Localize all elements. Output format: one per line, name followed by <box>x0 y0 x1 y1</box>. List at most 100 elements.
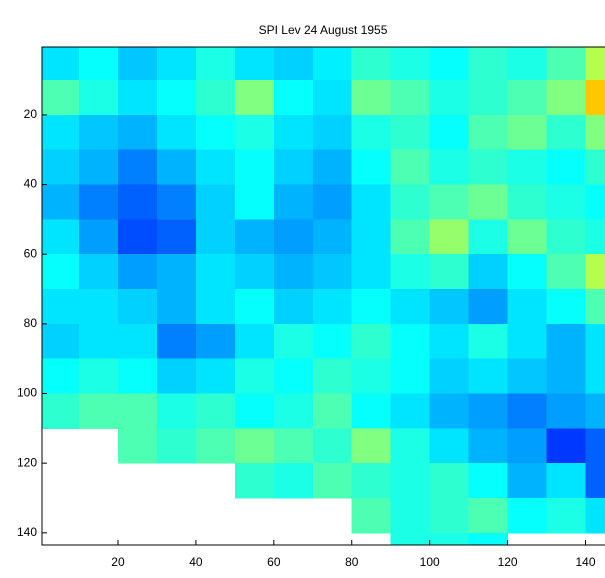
heatmap-cell <box>156 114 197 151</box>
heatmap-cell <box>156 323 197 360</box>
heatmap-cell <box>79 149 119 186</box>
heatmap-cell <box>312 289 353 325</box>
heatmap-cell <box>351 463 392 499</box>
heatmap-cell <box>273 358 314 395</box>
heatmap-cell <box>390 47 431 81</box>
heatmap-cell <box>195 358 236 395</box>
heatmap-cell <box>546 393 587 429</box>
heatmap-cell <box>468 428 509 464</box>
heatmap-cell <box>117 358 158 395</box>
x-tick-label: 100 <box>420 555 440 569</box>
axes-frame <box>41 46 605 546</box>
heatmap-cell <box>351 428 392 464</box>
y-tick-label: 80 <box>24 316 38 330</box>
heatmap-cell <box>468 323 509 360</box>
heatmap-cell <box>234 358 275 395</box>
heatmap-cell <box>546 323 587 360</box>
heatmap-cell <box>390 532 431 545</box>
heatmap-cell <box>351 47 392 81</box>
heatmap-cell <box>195 80 236 116</box>
heatmap-cell <box>42 393 80 429</box>
heatmap-cell <box>429 323 470 360</box>
heatmap-cell <box>585 149 605 186</box>
heatmap-cell <box>156 428 197 464</box>
heatmap-cell <box>351 184 392 220</box>
heatmap-cell <box>312 463 353 499</box>
heatmap-cell <box>117 219 158 255</box>
heatmap-cell <box>546 80 587 116</box>
heatmap-cell <box>429 289 470 325</box>
heatmap-cell <box>79 80 119 116</box>
heatmap-cell <box>507 149 548 186</box>
heatmap-cell <box>312 393 353 429</box>
heatmap-cell <box>468 219 509 255</box>
heatmap-cell <box>234 184 275 220</box>
heatmap-cell <box>585 323 605 360</box>
heatmap-cell <box>156 219 197 255</box>
heatmap-cell <box>351 80 392 116</box>
heatmap-cell <box>390 393 431 429</box>
heatmap-cell <box>273 323 314 360</box>
heatmap-cell <box>507 254 548 290</box>
heatmap-cell <box>234 463 275 499</box>
heatmap-cell <box>390 289 431 325</box>
heatmap-cell <box>273 463 314 499</box>
heatmap-cell <box>79 358 119 395</box>
y-tick-label: 40 <box>24 177 38 191</box>
chart-title: SPI Lev 24 August 1955 <box>259 23 388 37</box>
heatmap-cell <box>312 114 353 151</box>
heatmap-cell <box>42 254 80 290</box>
heatmap-cell <box>429 254 470 290</box>
heatmap-cell <box>429 80 470 116</box>
heatmap-cell <box>351 114 392 151</box>
heatmap-cell <box>468 149 509 186</box>
heatmap-cell <box>351 393 392 429</box>
heatmap-cell <box>42 80 80 116</box>
heatmap-cell <box>117 149 158 186</box>
heatmap-cell <box>234 289 275 325</box>
heatmap-cell <box>468 47 509 81</box>
heatmap-cell <box>390 114 431 151</box>
heatmap-cell <box>429 358 470 395</box>
heatmap-cell <box>273 219 314 255</box>
heatmap-cell <box>351 497 392 534</box>
heatmap-cell <box>42 219 80 255</box>
heatmap-cell <box>585 80 605 116</box>
heatmap-cell <box>507 393 548 429</box>
heatmap-cell <box>156 47 197 81</box>
heatmap-cell <box>585 393 605 429</box>
y-tick-label: 120 <box>17 455 37 469</box>
heatmap-cell <box>507 428 548 464</box>
heatmap-cell <box>507 323 548 360</box>
heatmap-cell <box>429 393 470 429</box>
heatmap-cell <box>507 289 548 325</box>
heatmap-cell <box>234 149 275 186</box>
heatmap-cell <box>390 254 431 290</box>
heatmap-cell <box>585 289 605 325</box>
heatmap-cell <box>156 393 197 429</box>
heatmap-cell <box>507 463 548 499</box>
heatmap-cell <box>312 47 353 81</box>
heatmap-cell <box>468 114 509 151</box>
heatmap-cell <box>351 323 392 360</box>
heatmap-cell <box>429 149 470 186</box>
heatmap-cell <box>273 393 314 429</box>
heatmap-cell <box>351 219 392 255</box>
heatmap-cell <box>585 47 605 81</box>
heatmap-cell <box>42 149 80 186</box>
heatmap-cell <box>156 289 197 325</box>
heatmap-cell <box>429 114 470 151</box>
heatmap-cell <box>273 254 314 290</box>
heatmap-cell <box>312 219 353 255</box>
x-tick-label: 40 <box>189 555 203 569</box>
heatmap-cell <box>585 219 605 255</box>
heatmap-cell <box>546 47 587 81</box>
heatmap-cell <box>42 323 80 360</box>
heatmap-cell <box>195 323 236 360</box>
heatmap-cell <box>42 114 80 151</box>
x-tick-label: 120 <box>498 555 518 569</box>
heatmap-cell <box>156 254 197 290</box>
heatmap-cell <box>42 47 80 81</box>
heatmap-cell <box>79 393 119 429</box>
